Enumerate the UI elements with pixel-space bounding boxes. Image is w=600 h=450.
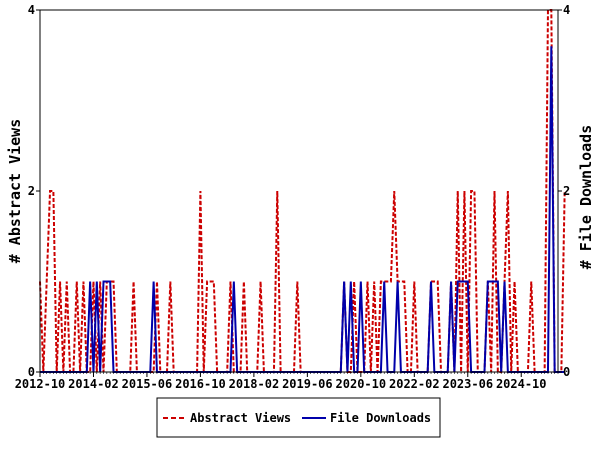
x-tick-label: 2016-10 xyxy=(175,377,226,391)
x-tick-label: 2019-06 xyxy=(282,377,333,391)
left-y-tick-label: 0 xyxy=(28,365,35,379)
legend-box xyxy=(156,397,441,438)
x-tick-label: 2022-02 xyxy=(389,377,440,391)
x-tick-label: 2018-02 xyxy=(229,377,280,391)
left-y-tick-label: 4 xyxy=(28,3,35,17)
left-y-tick-label: 2 xyxy=(28,184,35,198)
left-axis-title: # Abstract Views xyxy=(6,119,24,264)
legend: Abstract Views File Downloads xyxy=(156,397,441,438)
x-tick-label: 2015-06 xyxy=(122,377,173,391)
right-y-tick-label: 2 xyxy=(563,184,570,198)
x-tick-label: 2023-06 xyxy=(442,377,493,391)
axis-layer: 0 2 4 0 2 4 2012-10 2014-02 2015-06 2016-10 2018-0… xyxy=(15,3,571,391)
legend-label-file-downloads: File Downloads xyxy=(330,411,431,425)
x-tick-label: 2020-10 xyxy=(336,377,387,391)
legend-label-abstract-views: Abstract Views xyxy=(190,411,291,425)
x-tick-label: 2012-10 xyxy=(15,377,66,391)
right-y-tick-label: 0 xyxy=(563,365,570,379)
right-y-tick-label: 4 xyxy=(563,3,570,17)
x-tick-label: 2014-02 xyxy=(68,377,119,391)
x-tick-label: 2024-10 xyxy=(496,377,547,391)
right-axis-title: # File Downloads xyxy=(577,125,595,270)
